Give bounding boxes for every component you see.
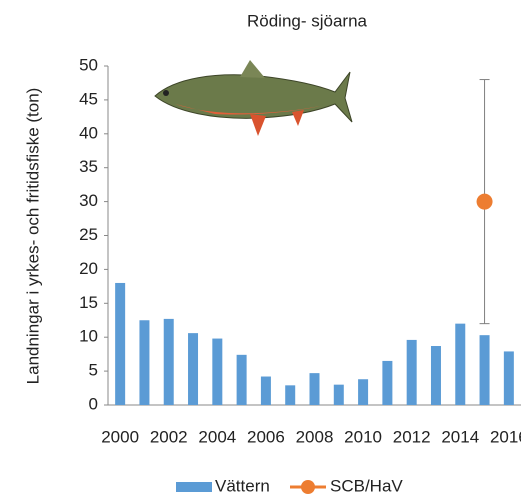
bar [455,323,466,405]
y-axis-label: Landningar i yrkes- och fritidsfiske (to… [23,88,42,385]
y-tick-label: 5 [89,361,98,380]
y-tick-label: 30 [79,191,98,210]
bar [358,379,369,405]
y-tick-label: 45 [79,89,98,108]
legend-label: SCB/HaV [330,476,403,495]
y-tick-label: 35 [79,157,98,176]
y-tick-label: 0 [89,394,98,413]
bar [430,346,441,405]
legend-label: Vättern [215,476,270,495]
x-tick-label: 2004 [198,427,236,446]
x-tick-label: 2000 [101,427,139,446]
bar [382,360,393,405]
bar [163,318,174,405]
point [476,193,493,210]
chart-title: Röding- sjöarna [247,11,368,30]
bar [309,373,320,405]
bar [503,351,514,405]
bar [479,335,490,405]
x-tick-label: 2016 [490,427,521,446]
x-tick-label: 2014 [441,427,479,446]
x-tick-label: 2008 [296,427,334,446]
bar [139,320,150,405]
y-tick-label: 25 [79,225,98,244]
x-tick-label: 2012 [393,427,431,446]
x-tick-label: 2002 [150,427,188,446]
y-tick-label: 20 [79,259,98,278]
bar [212,338,223,405]
bar [333,384,344,405]
bar [406,339,417,405]
bar [115,282,126,405]
bar [188,333,199,405]
legend-swatch [176,482,212,492]
y-tick-label: 15 [79,293,98,312]
bar [236,354,247,405]
bar [260,376,271,405]
bar [285,385,296,405]
x-tick-label: 2006 [247,427,285,446]
y-tick-label: 50 [79,55,98,74]
y-tick-label: 40 [79,123,98,142]
fish-illustration [154,60,353,136]
legend-swatch [301,480,315,494]
y-tick-label: 10 [79,327,98,346]
x-tick-label: 2010 [344,427,382,446]
